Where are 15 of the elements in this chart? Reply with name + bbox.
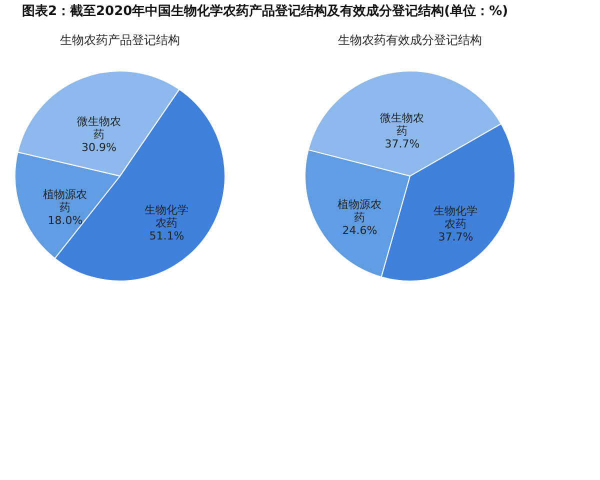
data-label: 24.6% bbox=[342, 224, 378, 237]
slice-label: 植物源农药 bbox=[338, 198, 382, 224]
slice-label: 植物源农药 bbox=[43, 188, 88, 214]
data-label: 30.9% bbox=[82, 140, 116, 154]
data-label: 51.1% bbox=[149, 229, 184, 242]
slice-label: 生物化学农药 bbox=[144, 203, 189, 230]
data-label: 18.0% bbox=[48, 214, 83, 228]
chart-subtitle: 生物农药有效成分登记结构 bbox=[338, 33, 482, 47]
chart-subtitle: 生物农药产品登记结构 bbox=[60, 33, 180, 47]
slice-label: 微生物农药 bbox=[76, 114, 121, 141]
slice-label: 生物化学农药 bbox=[434, 204, 478, 231]
data-label: 37.7% bbox=[384, 138, 420, 151]
data-label: 37.7% bbox=[438, 230, 474, 244]
text: 图表2：截至2020年中国生物化学农药产品登记结构及有效成分登记结构(单位：%) bbox=[22, 3, 508, 19]
slice-label: 微生物农药 bbox=[380, 112, 424, 138]
